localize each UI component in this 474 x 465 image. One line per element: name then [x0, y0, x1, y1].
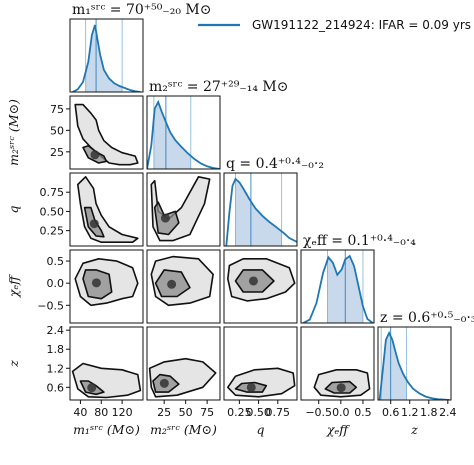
panel-frame	[69, 95, 144, 170]
panel-q-chi_eff	[223, 249, 298, 324]
density-peak	[89, 219, 99, 229]
panel-frame	[69, 18, 144, 93]
x-axis-label-q: q	[256, 422, 264, 437]
y-tick-label: −0.5	[37, 299, 64, 312]
y-axis-label-z: z	[6, 360, 21, 368]
x-tick-label: 0.25	[227, 406, 252, 419]
panel-frame	[223, 326, 298, 401]
density-peak	[167, 279, 177, 289]
y-tick-label: 2.4	[47, 324, 65, 337]
panel-frame	[146, 249, 221, 324]
density-peak	[248, 276, 258, 286]
hist-line-z	[378, 330, 450, 400]
x-tick-label: 80	[94, 406, 108, 419]
panel-m2-z	[146, 326, 221, 401]
panel-frame	[69, 172, 144, 247]
x-tick-label: 1.2	[401, 406, 419, 419]
hist-fill-chi_eff	[327, 256, 363, 323]
density-peak	[90, 150, 100, 160]
y-tick-label: 1.2	[47, 362, 65, 375]
hist-fill-m2	[153, 102, 191, 169]
y-tick-label: 0.6	[47, 381, 65, 394]
panel-frame	[69, 326, 144, 401]
x-tick-label: 50	[179, 406, 193, 419]
panel-title-q: q = 0.4⁺⁰·⁴₋₀·₂	[226, 156, 324, 172]
y-tick-label: 1.8	[47, 343, 65, 356]
x-tick-label: 120	[112, 406, 133, 419]
x-tick-label: 75	[200, 406, 214, 419]
legend: GW191122_214924: IFAR = 0.09 yrs	[198, 18, 471, 32]
panel-frame	[146, 172, 221, 247]
panel-m1-q	[69, 172, 144, 247]
y-tick-label: 25	[50, 146, 64, 159]
x-tick-label: 0.75	[266, 406, 291, 419]
y-tick-label: 0.0	[47, 277, 65, 290]
panel-m1-m2	[69, 95, 144, 170]
y-tick-label: 50	[50, 124, 64, 137]
density-peak	[246, 382, 256, 392]
x-tick-label: 0.6	[382, 406, 400, 419]
x-tick-label: 0.50	[246, 406, 271, 419]
panel-frame	[146, 95, 221, 170]
y-tick-label: 0.50	[40, 205, 65, 218]
y-axis-label-chi_eff: χₑff	[6, 274, 21, 298]
panel-m1-chi_eff	[69, 249, 144, 324]
panel-m1-z	[69, 326, 144, 401]
x-tick-label: 0.5	[354, 406, 372, 419]
x-tick-label: 2.4	[439, 406, 457, 419]
hist-panel-q: q = 0.4⁺⁰·⁴₋₀·₂	[223, 156, 324, 247]
panel-m2-chi_eff	[146, 249, 221, 324]
panel-title-z: z = 0.6⁺⁰·⁵₋₀·₃	[380, 310, 474, 326]
hist-panel-m1: m₁ˢʳᶜ = 70⁺⁵⁰₋₂₀ M⊙	[69, 2, 212, 93]
y-axis-label-m2: m₂ˢʳᶜ (M⊙)	[6, 99, 21, 166]
panel-frame	[223, 249, 298, 324]
y-tick-label: 0.5	[47, 255, 65, 268]
panel-title-m1: m₁ˢʳᶜ = 70⁺⁵⁰₋₂₀ M⊙	[72, 2, 212, 18]
density-peak	[91, 278, 101, 288]
panel-frame	[223, 172, 298, 247]
panel-title-m2: m₂ˢʳᶜ = 27⁺²⁹₋₁₄ M⊙	[149, 79, 289, 95]
y-tick-label: 0.75	[40, 186, 65, 199]
x-tick-label: −0.5	[305, 406, 332, 419]
hist-line-chi_eff	[302, 254, 374, 323]
density-peak	[160, 213, 170, 223]
panel-m2-q	[146, 172, 221, 247]
y-tick-label: 0.25	[40, 225, 65, 238]
y-axis-label-q: q	[6, 205, 21, 213]
panel-frame	[300, 326, 375, 401]
density-peak	[87, 383, 97, 393]
x-tick-label: 0.0	[332, 406, 350, 419]
hist-panel-z: z = 0.6⁺⁰·⁵₋₀·₃	[377, 310, 474, 401]
hist-panel-m2: m₂ˢʳᶜ = 27⁺²⁹₋₁₄ M⊙	[146, 79, 289, 170]
x-axis-label-z: z	[410, 422, 418, 437]
hist-fill-m1	[85, 25, 123, 92]
hist-panel-chi_eff: χₑff = 0.1⁺⁰·⁴₋₀·₄	[300, 233, 416, 324]
legend-label: GW191122_214924: IFAR = 0.09 yrs	[252, 18, 471, 32]
x-tick-label: 1.8	[420, 406, 438, 419]
contour-outer	[74, 103, 139, 166]
panel-frame	[300, 249, 375, 324]
panel-chi_eff-z	[300, 326, 375, 401]
y-tick-label: 75	[50, 103, 64, 116]
x-axis-label-m1: m₁ˢʳᶜ (M⊙)	[73, 422, 140, 437]
panel-frame	[377, 326, 452, 401]
x-axis-label-chi_eff: χₑff	[326, 422, 350, 437]
panel-frame	[69, 249, 144, 324]
panel-title-chi_eff: χₑff = 0.1⁺⁰·⁴₋₀·₄	[303, 233, 416, 249]
x-tick-label: 25	[157, 406, 171, 419]
x-tick-label: 40	[73, 406, 87, 419]
panel-frame	[146, 326, 221, 401]
hist-fill-z	[381, 333, 407, 400]
panel-q-z	[223, 326, 298, 401]
density-peak	[336, 383, 346, 393]
density-peak	[159, 378, 169, 388]
hist-line-m2	[147, 99, 220, 169]
x-axis-label-m2: m₂ˢʳᶜ (M⊙)	[150, 422, 217, 437]
